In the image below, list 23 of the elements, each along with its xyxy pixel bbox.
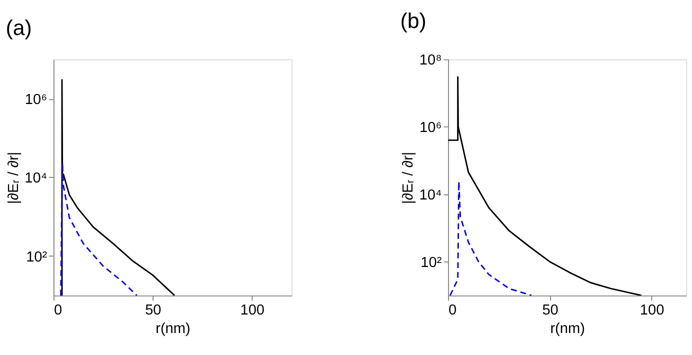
y-tick-label: 10⁸	[419, 52, 442, 69]
chart-title: (b)	[400, 9, 426, 34]
y-tick-label: 10²	[420, 255, 442, 272]
x-tick-label: 0	[54, 302, 62, 318]
y-axis-title: |∂Eᵣ / ∂r|	[400, 152, 416, 204]
x-tick-label: 50	[542, 302, 558, 318]
y-tick-label: 10⁶	[24, 92, 48, 108]
y-tick-label: 10⁴	[419, 188, 442, 204]
line-series	[448, 76, 642, 296]
x-axis-title: r(nm)	[156, 320, 190, 337]
x-tick-label: 50	[145, 302, 162, 318]
y-axis-title: |∂Eᵣ / ∂r|	[6, 152, 22, 204]
line-series	[449, 180, 532, 296]
x-axis-title: r(nm)	[550, 320, 585, 337]
line-series	[60, 162, 138, 296]
chart-title: (a)	[6, 16, 32, 40]
x-tick-label: 0	[448, 302, 457, 318]
line-series	[61, 79, 176, 296]
x-tick-label: 100	[640, 302, 664, 318]
y-tick-label: 10⁴	[24, 170, 48, 187]
y-tick-label: 10⁶	[420, 120, 442, 136]
x-tick-label: 100	[240, 302, 265, 318]
y-tick-label: 10²	[26, 249, 48, 266]
